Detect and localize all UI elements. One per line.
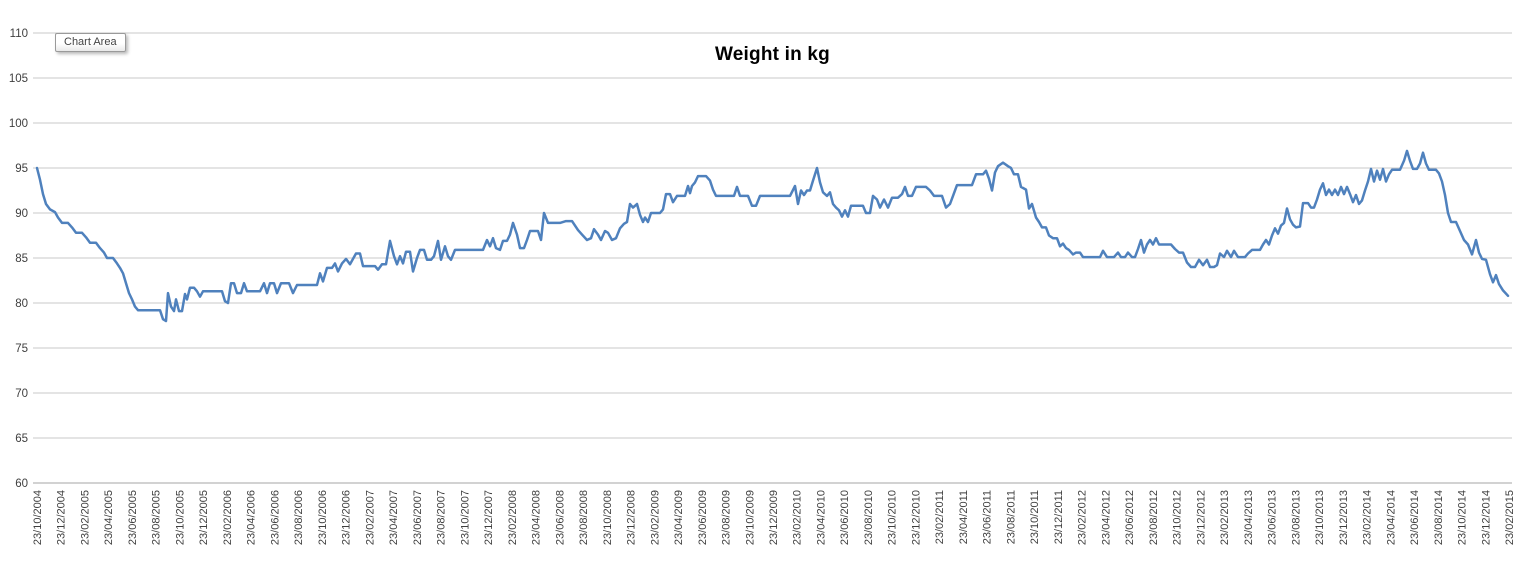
x-tick-label: 23/12/2010	[910, 490, 922, 545]
x-tick-label: 23/02/2011	[934, 490, 946, 544]
x-tick-label: 23/02/2005	[79, 490, 91, 545]
x-tick-label: 23/08/2010	[863, 490, 875, 545]
x-tick-label: 23/10/2014	[1457, 490, 1469, 545]
x-tick-label: 23/12/2006	[341, 490, 353, 545]
y-tick-label: 90	[15, 208, 28, 220]
x-tick-label: 23/06/2007	[412, 490, 424, 545]
x-tick-label: 23/12/2012	[1195, 490, 1207, 545]
y-tick-label: 110	[10, 28, 28, 40]
x-tick-label: 23/08/2011	[1005, 490, 1017, 544]
x-tick-label: 23/02/2014	[1362, 490, 1374, 545]
x-tick-label: 23/12/2007	[483, 490, 495, 545]
y-tick-label: 60	[15, 478, 28, 490]
x-tick-label: 23/06/2005	[127, 490, 139, 545]
x-tick-label: 23/10/2008	[602, 490, 614, 545]
x-tick-label: 23/12/2004	[56, 490, 68, 545]
x-tick-label: 23/10/2012	[1172, 490, 1184, 545]
x-tick-label: 23/06/2012	[1124, 490, 1136, 545]
x-tick-label: 23/04/2010	[815, 490, 827, 545]
y-tick-label: 75	[15, 343, 28, 355]
x-tick-label: 23/06/2008	[554, 490, 566, 545]
x-tick-label: 23/12/2008	[626, 490, 638, 545]
x-tick-label: 23/02/2012	[1077, 490, 1089, 545]
x-tick-label: 23/06/2010	[839, 490, 851, 545]
x-tick-label: 23/12/2014	[1480, 490, 1492, 545]
x-tick-label: 23/12/2009	[768, 490, 780, 545]
x-tick-label: 23/08/2007	[436, 490, 448, 545]
x-tick-label: 23/10/2013	[1314, 490, 1326, 545]
x-tick-label: 23/04/2005	[103, 490, 115, 545]
x-tick-label: 23/02/2015	[1504, 490, 1516, 545]
x-tick-label: 23/08/2014	[1433, 490, 1445, 545]
x-tick-label: 23/02/2010	[792, 490, 804, 545]
x-tick-label: 23/06/2011	[982, 490, 994, 544]
x-tick-label: 23/04/2014	[1385, 490, 1397, 545]
x-tick-label: 23/06/2006	[269, 490, 281, 545]
x-tick-label: 23/10/2006	[317, 490, 329, 545]
x-tick-label: 23/12/2011	[1053, 490, 1065, 544]
x-tick-label: 23/10/2004	[32, 490, 44, 545]
x-tick-label: 23/02/2009	[649, 490, 661, 545]
chart-area-tooltip: Chart Area	[55, 33, 126, 52]
y-tick-label: 85	[15, 253, 28, 265]
x-tick-label: 23/08/2008	[578, 490, 590, 545]
x-tick-label: 23/04/2012	[1100, 490, 1112, 545]
x-tick-label: 23/06/2013	[1267, 490, 1279, 545]
x-tick-label: 23/08/2006	[293, 490, 305, 545]
y-tick-label: 70	[15, 388, 28, 400]
x-tick-label: 23/08/2013	[1290, 490, 1302, 545]
chart-title: Weight in kg	[715, 44, 830, 65]
x-tick-label: 23/06/2009	[697, 490, 709, 545]
y-tick-label: 80	[15, 298, 28, 310]
y-tick-label: 95	[15, 163, 28, 175]
x-tick-label: 23/04/2008	[531, 490, 543, 545]
y-tick-label: 105	[9, 73, 28, 85]
x-tick-label: 23/08/2005	[151, 490, 163, 545]
x-tick-label: 23/08/2012	[1148, 490, 1160, 545]
y-tick-label: 100	[9, 118, 28, 130]
y-tick-label: 65	[15, 433, 28, 445]
x-tick-label: 23/02/2008	[507, 490, 519, 545]
x-tick-label: 23/10/2005	[174, 490, 186, 545]
weight-series-line[interactable]	[35, 149, 1510, 323]
x-tick-label: 23/08/2009	[721, 490, 733, 545]
x-tick-label: 23/06/2014	[1409, 490, 1421, 545]
x-tick-label: 23/04/2006	[246, 490, 258, 545]
x-tick-label: 23/04/2011	[958, 490, 970, 544]
x-tick-label: 23/10/2009	[744, 490, 756, 545]
x-tick-label: 23/02/2013	[1219, 490, 1231, 545]
x-tick-label: 23/04/2007	[388, 490, 400, 545]
x-tick-label: 23/12/2005	[198, 490, 210, 545]
x-tick-label: 23/12/2013	[1338, 490, 1350, 545]
x-tick-label: 23/10/2010	[887, 490, 899, 545]
x-tick-label: 23/10/2007	[459, 490, 471, 545]
x-tick-label: 23/10/2011	[1029, 490, 1041, 544]
x-tick-label: 23/02/2007	[364, 490, 376, 545]
x-tick-label: 23/02/2006	[222, 490, 234, 545]
x-tick-label: 23/04/2013	[1243, 490, 1255, 545]
x-tick-label: 23/04/2009	[673, 490, 685, 545]
